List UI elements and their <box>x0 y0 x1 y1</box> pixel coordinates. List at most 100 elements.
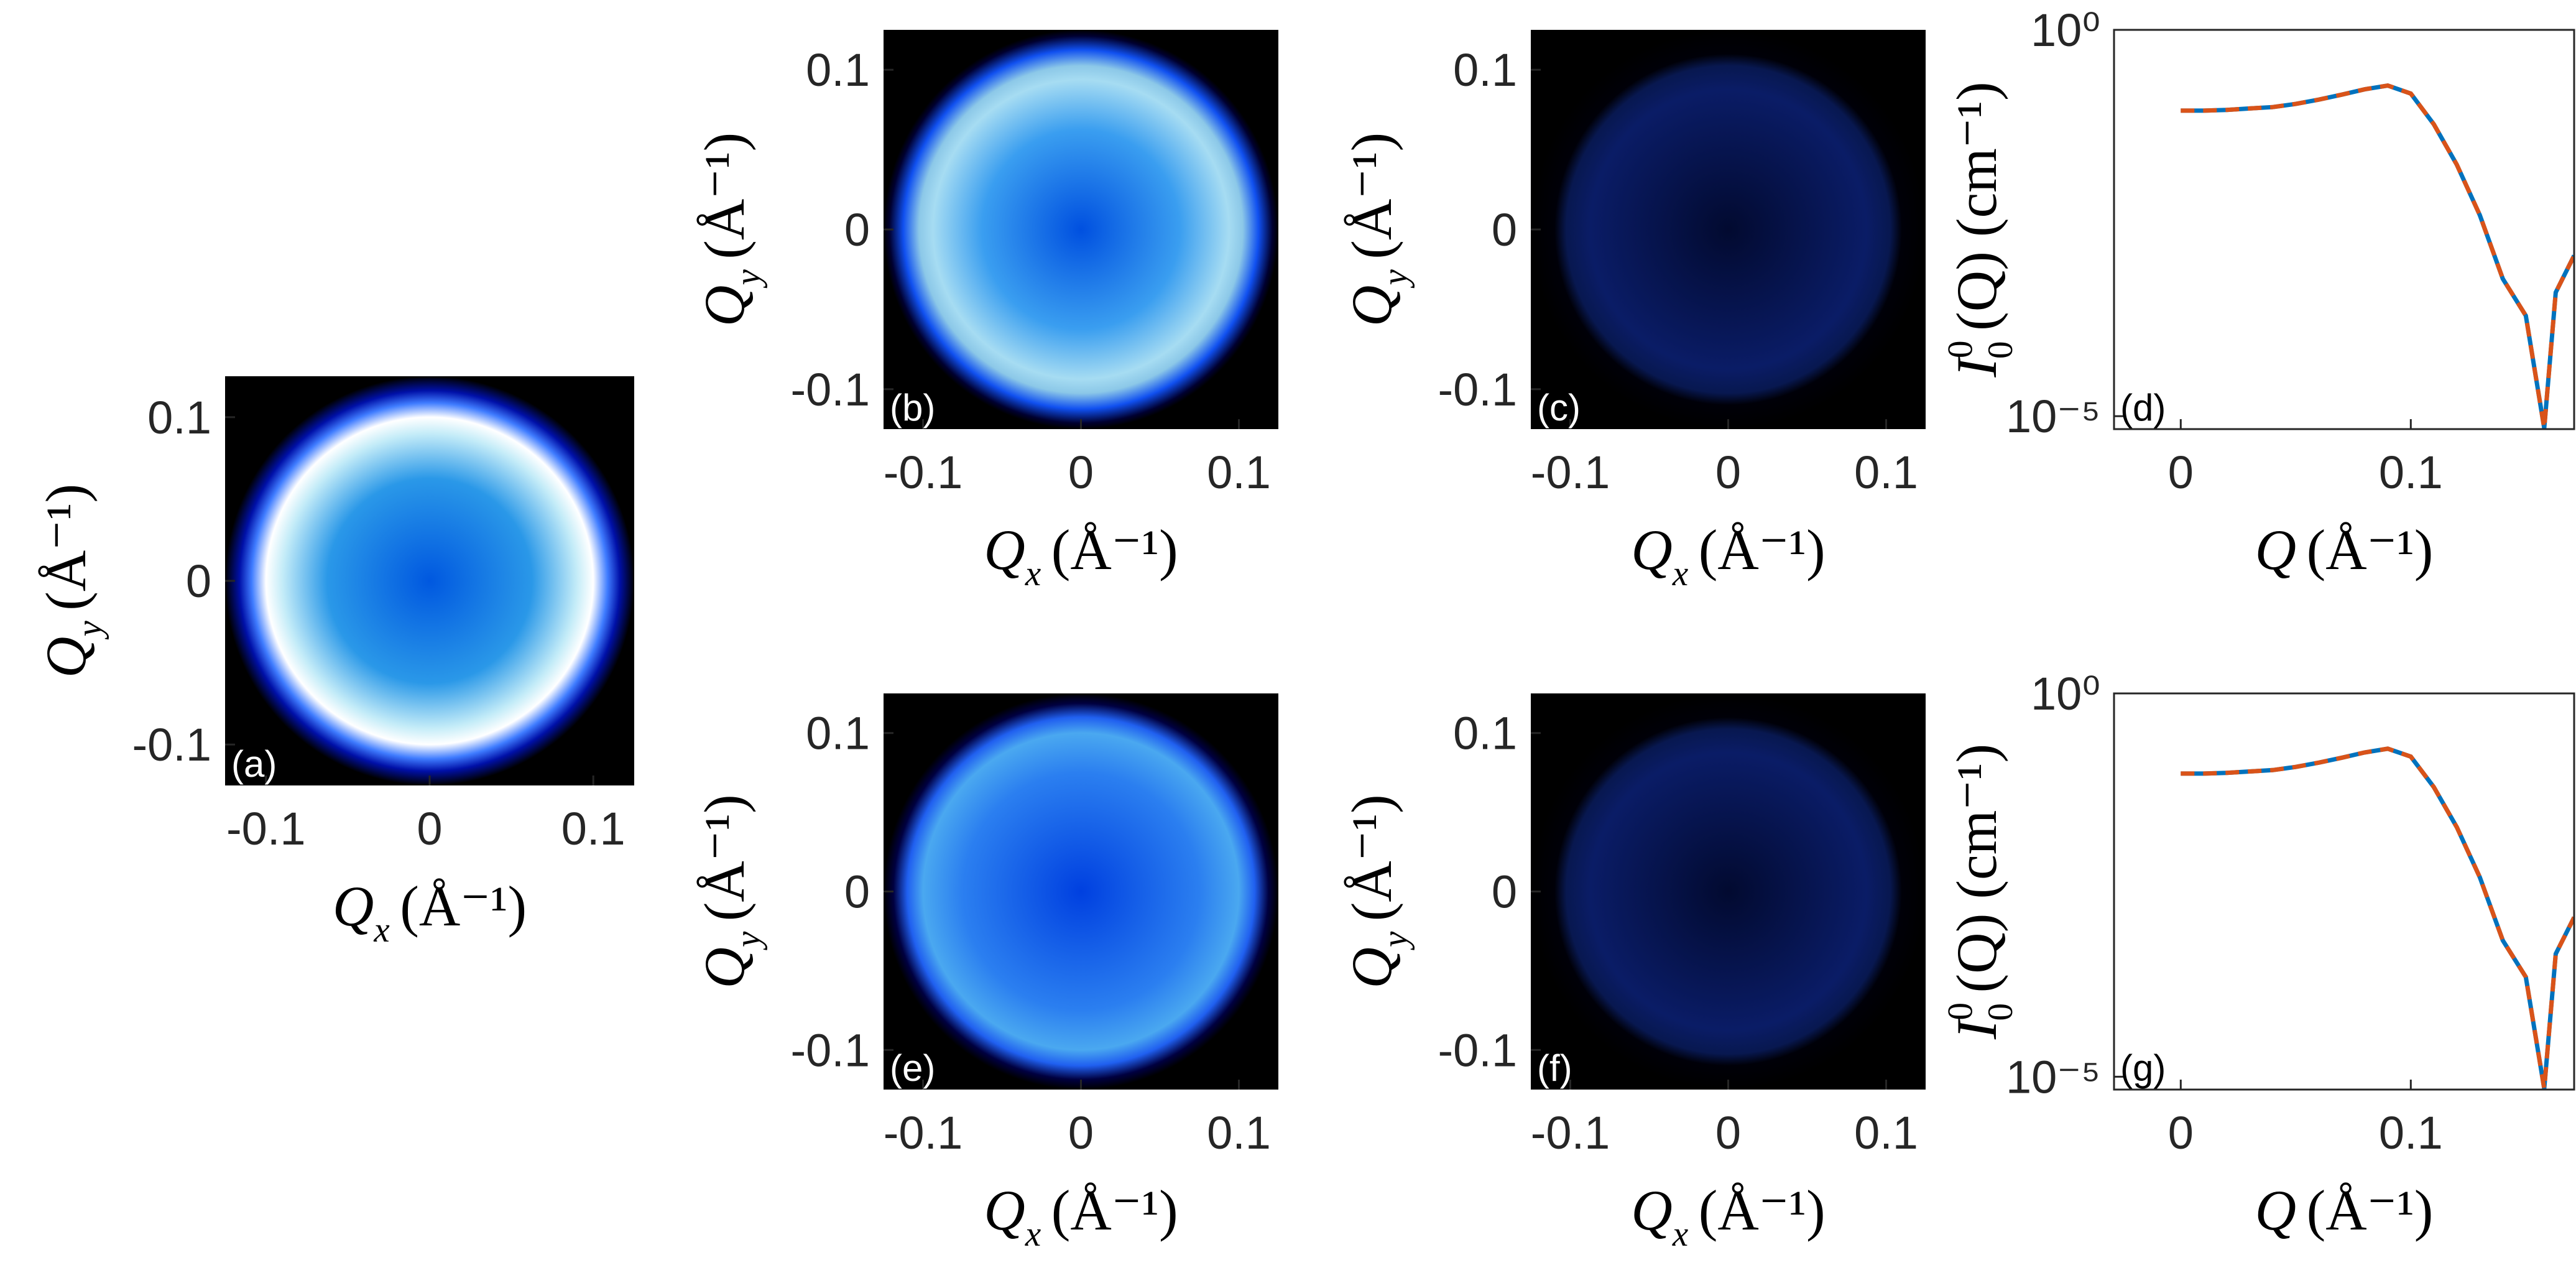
panel-label: (e) <box>890 1047 935 1089</box>
x-tick-label: 0.1 <box>1854 447 1918 498</box>
y-tick-label: 0.1 <box>1453 44 1517 96</box>
heatmap-image <box>884 693 1278 1090</box>
plot-area <box>2114 693 2574 1090</box>
label-unit: (Å⁻¹) <box>2307 518 2434 581</box>
x-tick-label: 0.1 <box>1207 1107 1271 1159</box>
label-subscript: y <box>729 269 768 289</box>
axis-label: Qx (Å⁻¹) <box>333 874 527 950</box>
y-tick-label: 0 <box>1492 204 1517 256</box>
panel-label: (a) <box>231 743 277 785</box>
y-tick-label: 0 <box>844 204 870 256</box>
label-symbol: Q <box>693 285 756 326</box>
label-symbol: Q <box>1340 947 1403 988</box>
label-symbol: I <box>1945 356 2008 378</box>
label-symbol: Q <box>1340 285 1403 326</box>
x-tick-label: 0.1 <box>561 803 626 854</box>
label-symbol: Q <box>34 637 98 678</box>
panel-label: (d) <box>2120 387 2166 428</box>
data-line <box>2181 746 2574 1089</box>
x-tick-label: 0 <box>1068 1107 1094 1159</box>
label-subscript: x <box>1025 1215 1041 1254</box>
label-symbol: Q <box>1631 518 1672 581</box>
heatmap-image <box>1531 30 1926 429</box>
label-symbol: Q <box>984 518 1025 581</box>
label-superscript: 0 <box>1941 1002 1980 1021</box>
label-unit: (Å⁻¹) <box>2307 1178 2434 1242</box>
label-unit: (Q) (cm⁻¹) <box>1945 81 2008 331</box>
axis-label: Qx (Å⁻¹) <box>1631 1178 1825 1254</box>
label-unit: (Å⁻¹) <box>1051 1178 1178 1242</box>
y-tick-label: 10⁰ <box>2031 4 2100 56</box>
axis-label: I00 (Q) (cm⁻¹) <box>1941 744 2020 1040</box>
label-unit: (Q) (cm⁻¹) <box>1945 744 2008 993</box>
axis-label: Qx (Å⁻¹) <box>1631 518 1825 593</box>
axis-label: Q (Å⁻¹) <box>2255 1178 2434 1242</box>
x-tick-label: -0.1 <box>226 803 306 854</box>
y-tick-label: -0.1 <box>1438 1024 1517 1076</box>
axis-label: Qx (Å⁻¹) <box>984 1178 1178 1254</box>
plot-area <box>2114 30 2574 429</box>
axis-label: Qx (Å⁻¹) <box>984 518 1178 593</box>
label-subscript: y <box>1376 269 1415 289</box>
x-tick-label: 0 <box>2168 447 2194 498</box>
x-tick-label: 0 <box>2168 1107 2194 1159</box>
x-tick-label: 0.1 <box>2379 447 2443 498</box>
axis-label: Qy (Å⁻¹) <box>1340 794 1415 988</box>
panel-label: (b) <box>890 387 935 428</box>
x-tick-label: 0 <box>1068 447 1094 498</box>
x-tick-label: -0.1 <box>1531 447 1610 498</box>
label-subscript: 0 <box>1981 1003 2020 1021</box>
label-subscript: x <box>1672 554 1688 593</box>
label-symbol: Q <box>984 1178 1025 1242</box>
label-symbol: Q <box>2255 518 2296 581</box>
label-unit: (Å⁻¹) <box>1340 132 1403 259</box>
axis-label: Qy (Å⁻¹) <box>693 794 768 988</box>
axis-label: Qy (Å⁻¹) <box>1340 132 1415 326</box>
y-tick-label: 0 <box>844 866 870 918</box>
x-tick-label: 0.1 <box>1207 447 1271 498</box>
y-tick-label: 10⁻⁵ <box>2006 1051 2100 1103</box>
y-tick-label: 0.1 <box>806 708 870 759</box>
y-tick-label: 0.1 <box>147 392 211 443</box>
axes-box <box>2113 29 2575 430</box>
y-tick-label: 10⁻⁵ <box>2006 391 2100 442</box>
axis-label: Qy (Å⁻¹) <box>34 484 109 678</box>
x-tick-label: -0.1 <box>1531 1107 1610 1159</box>
label-subscript: y <box>1376 931 1415 950</box>
label-subscript: y <box>70 621 109 640</box>
y-tick-label: -0.1 <box>790 1024 870 1076</box>
x-tick-label: -0.1 <box>884 447 963 498</box>
axis-label: Q (Å⁻¹) <box>2255 518 2434 581</box>
y-tick-label: -0.1 <box>1438 364 1517 415</box>
axis-label: Qy (Å⁻¹) <box>693 132 768 326</box>
label-unit: (Å⁻¹) <box>1699 518 1826 581</box>
x-tick-label: -0.1 <box>884 1107 963 1159</box>
x-tick-label: 0 <box>1715 1107 1741 1159</box>
panel-label: (g) <box>2120 1047 2166 1089</box>
y-tick-label: 0 <box>1492 866 1517 918</box>
x-tick-label: 0.1 <box>1854 1107 1918 1159</box>
label-subscript: y <box>729 931 768 950</box>
label-subscript: x <box>373 910 389 950</box>
label-unit: (Å⁻¹) <box>1699 1178 1826 1242</box>
y-tick-label: -0.1 <box>790 364 870 415</box>
y-tick-label: 0.1 <box>806 44 870 96</box>
label-symbol: I <box>1945 1017 2008 1040</box>
heatmap-image <box>225 376 634 785</box>
y-tick-label: 0.1 <box>1453 708 1517 759</box>
label-unit: (Å⁻¹) <box>400 874 527 938</box>
label-unit: (Å⁻¹) <box>1340 794 1403 921</box>
label-subscript: x <box>1025 554 1041 593</box>
label-symbol: Q <box>1631 1178 1672 1242</box>
heatmap-image <box>1531 693 1926 1090</box>
label-unit: (Å⁻¹) <box>693 794 756 921</box>
panel-label: (f) <box>1537 1047 1572 1089</box>
x-tick-label: 0.1 <box>2379 1107 2443 1159</box>
label-symbol: Q <box>693 947 756 988</box>
y-tick-label: -0.1 <box>132 719 211 771</box>
label-unit: (Å⁻¹) <box>34 484 98 611</box>
axes-box <box>2113 692 2575 1091</box>
label-symbol: Q <box>333 874 374 938</box>
